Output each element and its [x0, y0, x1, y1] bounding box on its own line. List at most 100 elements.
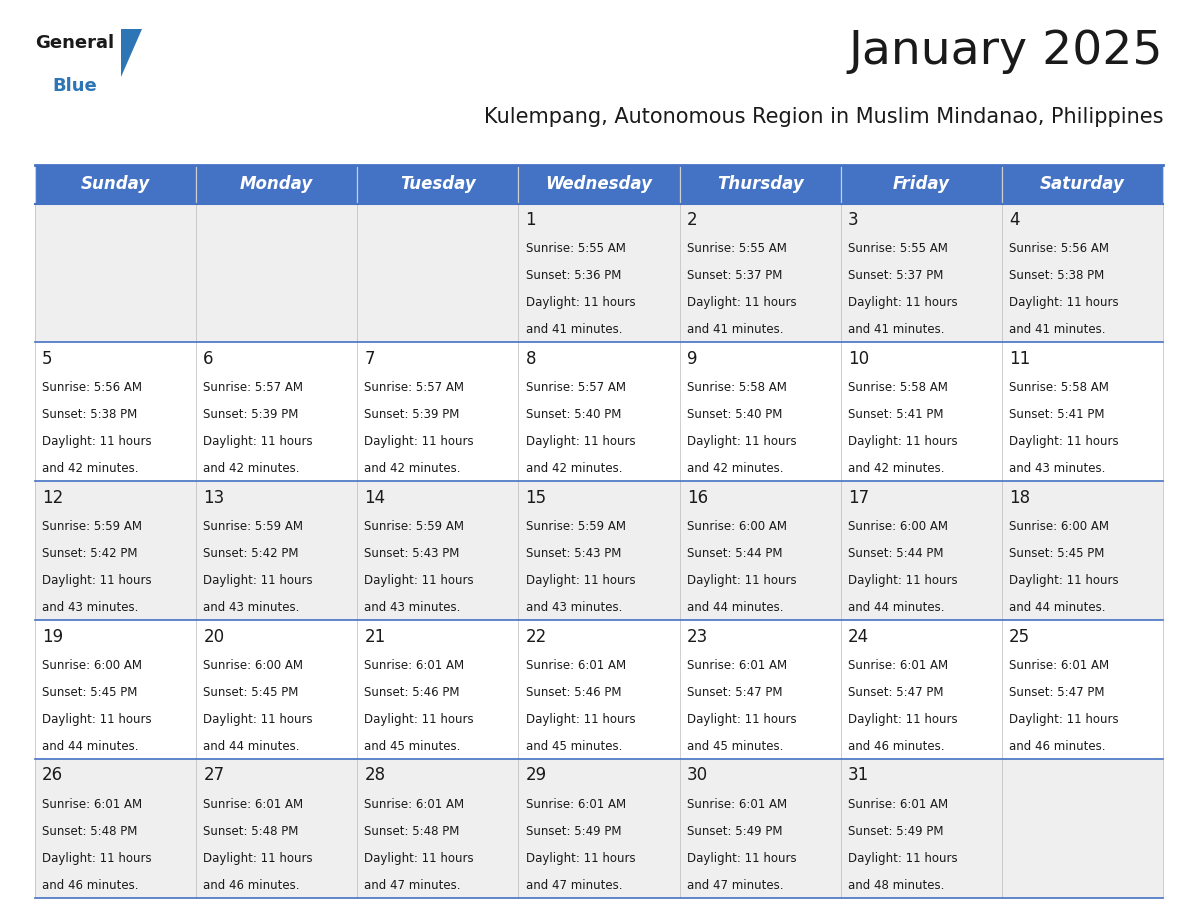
Text: 8: 8 [525, 350, 536, 368]
Bar [841, 759, 1001, 898]
Text: and 48 minutes.: and 48 minutes. [848, 879, 944, 892]
Text: 10: 10 [848, 350, 868, 368]
Text: and 46 minutes.: and 46 minutes. [42, 879, 139, 892]
Text: Sunset: 5:45 PM: Sunset: 5:45 PM [203, 686, 298, 699]
Text: and 43 minutes.: and 43 minutes. [525, 601, 623, 614]
Text: and 42 minutes.: and 42 minutes. [203, 463, 299, 476]
Text: and 42 minutes.: and 42 minutes. [848, 463, 944, 476]
Text: Sunrise: 6:01 AM: Sunrise: 6:01 AM [365, 659, 465, 672]
Text: Daylight: 11 hours: Daylight: 11 hours [848, 574, 958, 587]
Text: and 46 minutes.: and 46 minutes. [203, 879, 299, 892]
Text: 19: 19 [42, 628, 63, 645]
Text: Daylight: 11 hours: Daylight: 11 hours [1009, 574, 1119, 587]
Text: Sunrise: 5:57 AM: Sunrise: 5:57 AM [365, 381, 465, 394]
Text: Sunset: 5:47 PM: Sunset: 5:47 PM [848, 686, 943, 699]
Bar [196, 621, 358, 759]
Text: Sunrise: 5:56 AM: Sunrise: 5:56 AM [1009, 242, 1108, 255]
Polygon shape [120, 29, 141, 77]
Text: Sunrise: 5:59 AM: Sunrise: 5:59 AM [203, 520, 303, 532]
Text: Daylight: 11 hours: Daylight: 11 hours [1009, 435, 1119, 448]
Text: Sunset: 5:47 PM: Sunset: 5:47 PM [1009, 686, 1105, 699]
Text: 27: 27 [203, 767, 225, 785]
Text: General: General [34, 34, 114, 51]
Text: Thursday: Thursday [716, 175, 803, 194]
Text: and 42 minutes.: and 42 minutes. [525, 463, 623, 476]
Bar [196, 165, 358, 204]
Text: 23: 23 [687, 628, 708, 645]
Text: 5: 5 [42, 350, 52, 368]
Text: Sunrise: 6:00 AM: Sunrise: 6:00 AM [203, 659, 303, 672]
Text: Daylight: 11 hours: Daylight: 11 hours [525, 435, 636, 448]
Text: Sunset: 5:48 PM: Sunset: 5:48 PM [42, 824, 138, 838]
Text: 4: 4 [1009, 211, 1019, 229]
Bar [196, 204, 358, 342]
Text: Sunrise: 6:00 AM: Sunrise: 6:00 AM [1009, 520, 1108, 532]
Text: Daylight: 11 hours: Daylight: 11 hours [687, 713, 796, 726]
Text: Sunrise: 5:57 AM: Sunrise: 5:57 AM [203, 381, 303, 394]
Text: Sunday: Sunday [81, 175, 150, 194]
Text: Daylight: 11 hours: Daylight: 11 hours [848, 435, 958, 448]
Text: Daylight: 11 hours: Daylight: 11 hours [687, 852, 796, 865]
Text: Sunset: 5:45 PM: Sunset: 5:45 PM [1009, 547, 1105, 560]
Bar [518, 621, 680, 759]
Text: Sunset: 5:48 PM: Sunset: 5:48 PM [365, 824, 460, 838]
Text: Sunrise: 5:55 AM: Sunrise: 5:55 AM [687, 242, 786, 255]
Text: and 43 minutes.: and 43 minutes. [1009, 463, 1105, 476]
Bar [1001, 342, 1163, 481]
Text: 14: 14 [365, 488, 386, 507]
Bar [680, 342, 841, 481]
Text: Sunrise: 6:01 AM: Sunrise: 6:01 AM [203, 798, 303, 811]
Text: Sunset: 5:46 PM: Sunset: 5:46 PM [525, 686, 621, 699]
Text: Sunset: 5:38 PM: Sunset: 5:38 PM [42, 409, 138, 421]
Text: and 43 minutes.: and 43 minutes. [203, 601, 299, 614]
Text: Sunrise: 5:55 AM: Sunrise: 5:55 AM [525, 242, 625, 255]
Text: Blue: Blue [52, 77, 97, 95]
Text: Sunrise: 5:56 AM: Sunrise: 5:56 AM [42, 381, 143, 394]
Text: Sunrise: 5:59 AM: Sunrise: 5:59 AM [42, 520, 143, 532]
Bar [518, 481, 680, 621]
Text: and 43 minutes.: and 43 minutes. [42, 601, 139, 614]
Text: and 42 minutes.: and 42 minutes. [687, 463, 783, 476]
Bar [680, 621, 841, 759]
Bar [34, 204, 196, 342]
Text: Sunrise: 5:58 AM: Sunrise: 5:58 AM [848, 381, 948, 394]
Text: Daylight: 11 hours: Daylight: 11 hours [848, 297, 958, 309]
Text: January 2025: January 2025 [848, 29, 1163, 74]
Bar [680, 759, 841, 898]
Text: Sunset: 5:47 PM: Sunset: 5:47 PM [687, 686, 782, 699]
Text: Sunset: 5:44 PM: Sunset: 5:44 PM [687, 547, 782, 560]
Text: Sunrise: 6:01 AM: Sunrise: 6:01 AM [525, 798, 626, 811]
Text: Sunrise: 5:58 AM: Sunrise: 5:58 AM [687, 381, 786, 394]
Bar [1001, 165, 1163, 204]
Bar [518, 204, 680, 342]
Text: Friday: Friday [893, 175, 949, 194]
Bar [841, 204, 1001, 342]
Text: and 41 minutes.: and 41 minutes. [687, 323, 783, 336]
Text: 18: 18 [1009, 488, 1030, 507]
Text: Sunrise: 6:01 AM: Sunrise: 6:01 AM [687, 798, 786, 811]
Text: Sunset: 5:40 PM: Sunset: 5:40 PM [687, 409, 782, 421]
Bar [34, 759, 196, 898]
Text: and 41 minutes.: and 41 minutes. [525, 323, 623, 336]
Text: 25: 25 [1009, 628, 1030, 645]
Bar [518, 759, 680, 898]
Text: and 42 minutes.: and 42 minutes. [365, 463, 461, 476]
Bar [358, 204, 518, 342]
Text: Monday: Monday [240, 175, 314, 194]
Text: Daylight: 11 hours: Daylight: 11 hours [42, 852, 152, 865]
Bar [841, 165, 1001, 204]
Text: 30: 30 [687, 767, 708, 785]
Bar [1001, 481, 1163, 621]
Text: Sunset: 5:43 PM: Sunset: 5:43 PM [525, 547, 621, 560]
Text: Sunset: 5:45 PM: Sunset: 5:45 PM [42, 686, 138, 699]
Text: 20: 20 [203, 628, 225, 645]
Bar [196, 481, 358, 621]
Text: 3: 3 [848, 211, 859, 229]
Text: Sunset: 5:40 PM: Sunset: 5:40 PM [525, 409, 621, 421]
Text: Sunset: 5:39 PM: Sunset: 5:39 PM [203, 409, 298, 421]
Text: and 46 minutes.: and 46 minutes. [848, 740, 944, 753]
Text: and 42 minutes.: and 42 minutes. [42, 463, 139, 476]
Text: Sunset: 5:48 PM: Sunset: 5:48 PM [203, 824, 298, 838]
Text: 15: 15 [525, 488, 546, 507]
Text: Daylight: 11 hours: Daylight: 11 hours [203, 435, 312, 448]
